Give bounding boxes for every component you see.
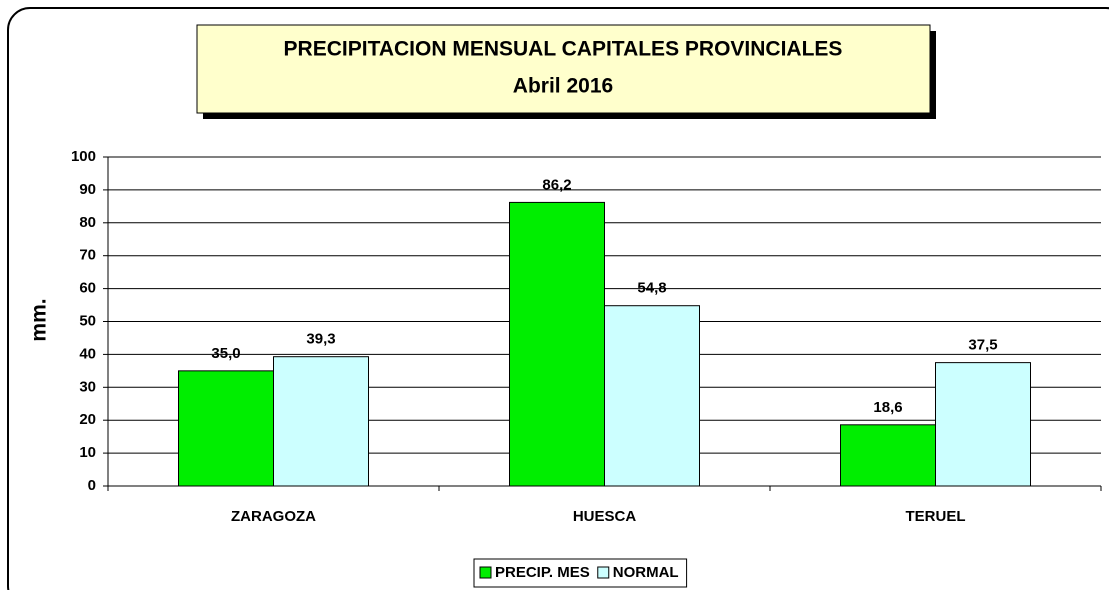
y-tick-label: 90 (79, 181, 96, 198)
chart-title: PRECIPITACION MENSUAL CAPITALES PROVINCI… (284, 38, 843, 61)
x-tick-label: HUESCA (573, 508, 637, 525)
y-tick-label: 10 (79, 444, 96, 461)
y-tick-label: 20 (79, 411, 96, 428)
legend-swatch (597, 566, 610, 579)
y-tick-label: 70 (79, 247, 96, 264)
value-label: 54,8 (637, 280, 666, 297)
bar (840, 424, 936, 487)
legend-box (473, 558, 688, 588)
legend-swatch (479, 566, 492, 579)
y-tick-label: 80 (79, 214, 96, 231)
legend-label: NORMAL (613, 564, 679, 581)
y-tick-label: 100 (71, 148, 96, 165)
x-tick-label: TERUEL (906, 508, 966, 525)
legend-label: PRECIP. MES (495, 564, 590, 581)
y-tick-label: 40 (79, 345, 96, 362)
value-label: 39,3 (306, 331, 335, 348)
bar (509, 201, 605, 487)
y-tick-label: 50 (79, 312, 96, 329)
bar (273, 356, 369, 487)
y-tick-label: 60 (79, 280, 96, 297)
y-tick-label: 0 (88, 477, 96, 494)
value-label: 86,2 (542, 176, 571, 193)
chart-subtitle: Abril 2016 (513, 75, 613, 98)
x-tick-label: ZARAGOZA (231, 508, 316, 525)
bar (178, 370, 274, 487)
bar (604, 305, 700, 487)
value-label: 18,6 (873, 399, 902, 416)
y-axis-label: mm. (28, 298, 51, 341)
value-label: 35,0 (211, 345, 240, 362)
y-tick-label: 30 (79, 378, 96, 395)
value-label: 37,5 (968, 337, 997, 354)
title-box (196, 24, 931, 114)
bar (935, 362, 1031, 487)
